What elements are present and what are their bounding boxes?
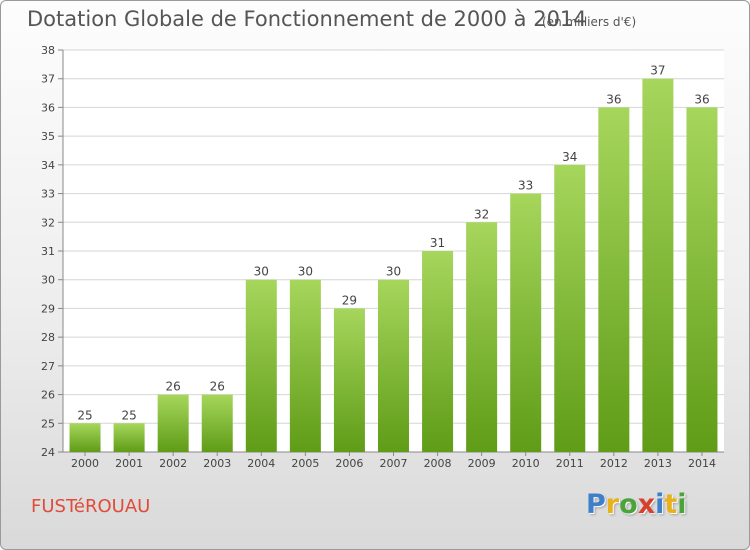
x-tick-label: 2006 xyxy=(335,457,363,470)
x-tick-label: 2004 xyxy=(247,457,275,470)
y-tick-label: 35 xyxy=(41,130,55,143)
y-tick-label: 30 xyxy=(41,274,55,287)
bar xyxy=(245,279,277,452)
x-tick-label: 2001 xyxy=(115,457,143,470)
bar-value-label: 29 xyxy=(342,293,357,307)
logo-letter: r xyxy=(605,489,620,520)
bar-value-label: 26 xyxy=(166,380,181,394)
bar-value-label: 26 xyxy=(210,380,225,394)
bar xyxy=(157,394,189,452)
logo-letter: i xyxy=(655,489,665,520)
x-tick-label: 2012 xyxy=(600,457,628,470)
bar xyxy=(333,308,365,452)
x-tick-label: 2000 xyxy=(71,457,99,470)
y-tick-label: 34 xyxy=(41,159,55,172)
bar-value-label: 31 xyxy=(430,236,445,250)
bar-value-label: 36 xyxy=(606,92,621,106)
x-tick-label: 2008 xyxy=(424,457,452,470)
logo-letter: i xyxy=(677,489,687,520)
y-tick-label: 36 xyxy=(41,101,55,114)
bar-value-label: 30 xyxy=(386,265,401,279)
y-tick-label: 25 xyxy=(41,417,55,430)
x-tick-label: 2002 xyxy=(159,457,187,470)
y-tick-label: 29 xyxy=(41,302,55,315)
bar-value-label: 25 xyxy=(77,408,92,422)
y-tick-label: 24 xyxy=(41,446,55,459)
bar xyxy=(378,279,409,452)
bar xyxy=(686,107,718,452)
bar xyxy=(201,394,233,452)
logo-letter: t xyxy=(664,489,678,520)
bar-value-label: 33 xyxy=(518,179,533,193)
proxiti-logo: Proxiti xyxy=(586,489,687,520)
logo-letter: P xyxy=(586,489,606,520)
x-tick-label: 2014 xyxy=(688,457,716,470)
bar xyxy=(113,423,145,452)
x-tick-label: 2010 xyxy=(512,457,540,470)
bar-value-label: 36 xyxy=(694,92,709,106)
chart-unit: (en milliers d'€) xyxy=(542,15,637,29)
x-tick-label: 2013 xyxy=(644,457,672,470)
commune-name: FUSTéROUAU xyxy=(31,496,151,517)
x-tick-label: 2005 xyxy=(291,457,319,470)
y-tick-label: 31 xyxy=(41,245,55,258)
bar xyxy=(510,193,542,453)
bar xyxy=(466,222,498,452)
y-tick-label: 26 xyxy=(41,389,55,402)
y-tick-label: 28 xyxy=(41,331,55,344)
bar xyxy=(642,78,674,452)
y-tick-label: 38 xyxy=(41,44,55,57)
bar xyxy=(422,251,454,452)
x-tick-label: 2009 xyxy=(468,457,496,470)
y-tick-label: 32 xyxy=(41,216,55,229)
y-tick-label: 37 xyxy=(41,73,55,86)
logo-letter: x xyxy=(637,489,656,520)
bar-value-label: 37 xyxy=(650,64,665,78)
x-tick-label: 2011 xyxy=(556,457,584,470)
chart-title: Dotation Globale de Fonctionnement de 20… xyxy=(27,7,587,31)
bar-value-label: 32 xyxy=(474,207,489,221)
bar-value-label: 30 xyxy=(298,265,313,279)
y-tick-label: 27 xyxy=(41,360,55,373)
bar xyxy=(69,423,101,452)
x-tick-label: 2007 xyxy=(380,457,408,470)
bar-value-label: 30 xyxy=(254,265,269,279)
bar-value-label: 25 xyxy=(121,408,136,422)
bar xyxy=(598,107,630,452)
bar-value-label: 34 xyxy=(562,150,577,164)
bar xyxy=(289,279,321,452)
x-tick-label: 2003 xyxy=(203,457,231,470)
logo-letter: o xyxy=(619,489,638,520)
y-tick-label: 33 xyxy=(41,188,55,201)
bar xyxy=(554,164,586,452)
